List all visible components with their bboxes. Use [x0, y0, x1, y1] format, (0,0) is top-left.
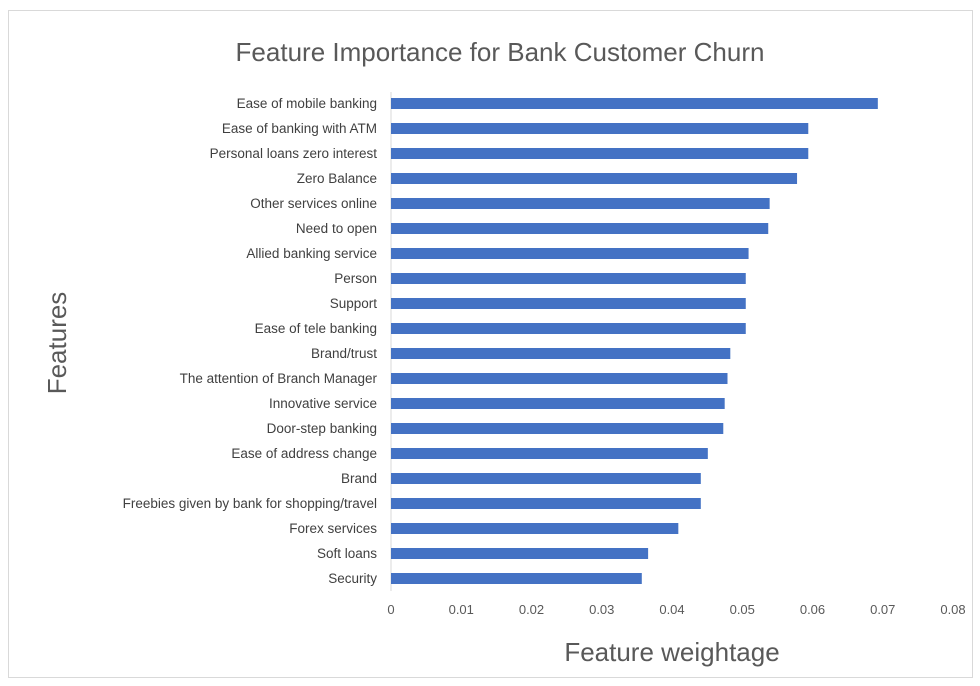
- category-labels-group: Ease of mobile banking Ease of banking wi…: [123, 96, 378, 586]
- bar-11: [391, 373, 728, 384]
- bar-7: [391, 273, 746, 284]
- bar-4: [391, 198, 770, 209]
- bar-3: [391, 173, 798, 184]
- category-label-13: Door-step banking: [267, 421, 377, 436]
- bar-2: [391, 148, 809, 159]
- category-label-16: Freebies given by bank for shopping/trav…: [123, 496, 377, 511]
- category-label-9: Ease of tele banking: [255, 321, 377, 336]
- category-label-2: Personal loans zero interest: [210, 146, 378, 161]
- category-label-10: Brand/trust: [311, 346, 377, 361]
- tick-labels-group: 0 0.01 0.02 0.03 0.04 0.05 0.06 0.07 0.08: [387, 602, 965, 617]
- bar-19: [391, 573, 642, 584]
- bar-15: [391, 473, 701, 484]
- category-label-12: Innovative service: [269, 396, 377, 411]
- category-label-3: Zero Balance: [297, 171, 377, 186]
- bar-13: [391, 423, 724, 434]
- category-label-0: Ease of mobile banking: [237, 96, 377, 111]
- x-tick-label-7: 0.07: [870, 602, 895, 617]
- category-label-6: Allied banking service: [246, 246, 377, 261]
- bar-6: [391, 248, 749, 259]
- bars-group: [391, 98, 878, 584]
- category-label-8: Support: [330, 296, 378, 311]
- bar-14: [391, 448, 708, 459]
- y-axis-title: Features: [42, 292, 72, 395]
- category-label-18: Soft loans: [317, 546, 377, 561]
- bar-16: [391, 498, 701, 509]
- bar-17: [391, 523, 679, 534]
- bar-5: [391, 223, 769, 234]
- x-axis-title: Feature weightage: [564, 637, 779, 667]
- category-label-19: Security: [328, 571, 377, 586]
- x-tick-label-6: 0.06: [800, 602, 825, 617]
- category-label-14: Ease of address change: [231, 446, 377, 461]
- x-tick-label-2: 0.02: [519, 602, 544, 617]
- chart-frame: [8, 10, 973, 678]
- x-tick-label-4: 0.04: [659, 602, 684, 617]
- bar-8: [391, 298, 746, 309]
- category-label-7: Person: [334, 271, 377, 286]
- bar-0: [391, 98, 878, 109]
- category-label-4: Other services online: [250, 196, 377, 211]
- bar-9: [391, 323, 746, 334]
- bar-1: [391, 123, 809, 134]
- x-tick-label-1: 0.01: [449, 602, 474, 617]
- category-label-11: The attention of Branch Manager: [180, 371, 378, 386]
- x-tick-label-8: 0.08: [940, 602, 965, 617]
- category-label-1: Ease of banking with ATM: [222, 121, 377, 136]
- bar-18: [391, 548, 649, 559]
- x-tick-label-0: 0: [387, 602, 394, 617]
- x-tick-label-5: 0.05: [730, 602, 755, 617]
- category-label-15: Brand: [341, 471, 377, 486]
- bar-10: [391, 348, 731, 359]
- bar-12: [391, 398, 725, 409]
- category-label-5: Need to open: [296, 221, 377, 236]
- x-tick-label-3: 0.03: [589, 602, 614, 617]
- category-label-17: Forex services: [289, 521, 377, 536]
- chart-title: Feature Importance for Bank Customer Chu…: [236, 37, 765, 67]
